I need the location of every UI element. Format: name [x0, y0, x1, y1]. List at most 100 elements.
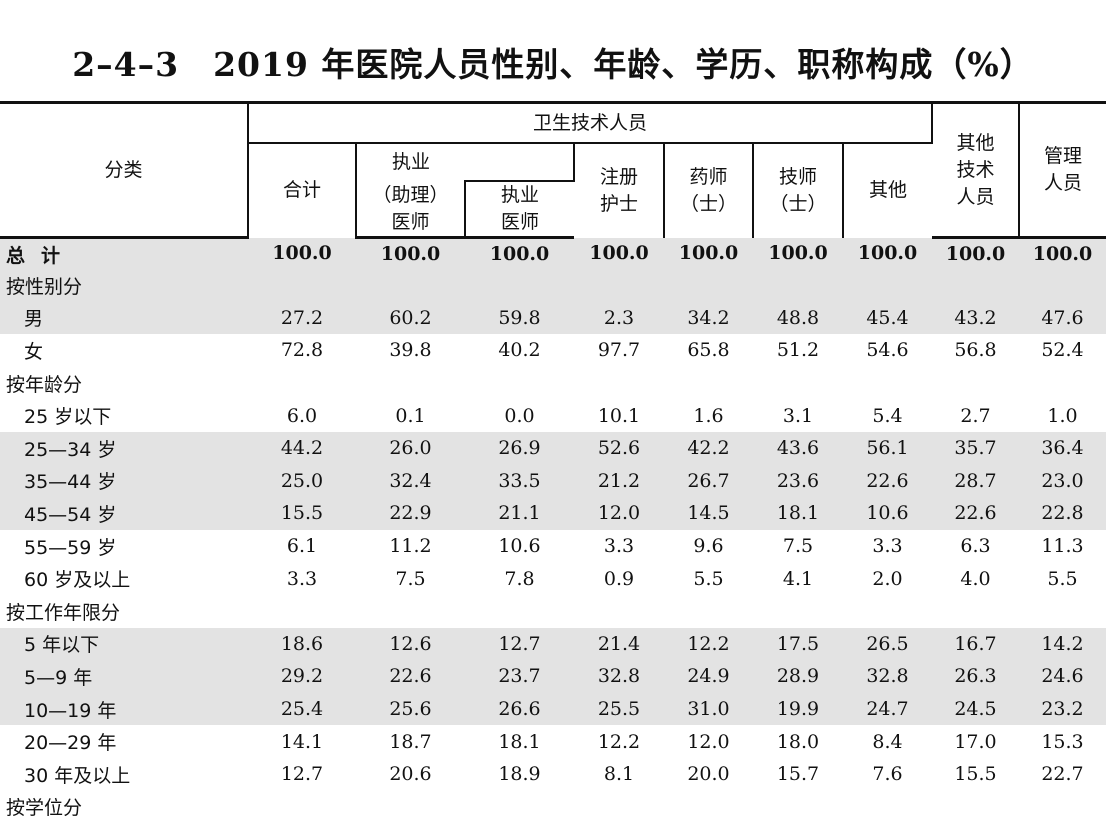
table-cell: [248, 367, 356, 400]
table-cell: 12.7: [248, 758, 356, 791]
table-cell: 72.8: [248, 334, 356, 367]
section-label: 按工作年限分: [0, 595, 248, 628]
table-cell: 25.4: [248, 693, 356, 726]
table-cell: 24.5: [932, 693, 1019, 726]
table-cell: 21.1: [465, 497, 574, 530]
table-cell: 26.3: [932, 660, 1019, 693]
header-other-tech-line2: 技术: [933, 157, 1018, 184]
row-label: 20—29 年: [0, 725, 248, 758]
header-total: 合计: [248, 143, 356, 238]
table-cell: 2.7: [932, 399, 1019, 432]
table-cell: [753, 595, 843, 628]
table-cell: 100.0: [932, 238, 1019, 270]
header-licensed-asst-line3: 医师: [357, 209, 464, 236]
header-mgmt-line1: 管理: [1020, 143, 1106, 170]
table-cell: 52.4: [1019, 334, 1106, 367]
table-cell: 18.0: [753, 725, 843, 758]
table-cell: 12.2: [664, 628, 753, 661]
table-cell: 51.2: [753, 334, 843, 367]
table-cell: 1.6: [664, 399, 753, 432]
table-cell: 29.2: [248, 660, 356, 693]
header-mgmt-line2: 人员: [1020, 170, 1106, 197]
table-cell: 22.6: [356, 660, 465, 693]
header-technician: 技师 （士）: [753, 143, 843, 238]
table-cell: 5.5: [1019, 562, 1106, 595]
table-cell: 35.7: [932, 432, 1019, 465]
table-cell: [664, 791, 753, 823]
table-cell: 15.5: [932, 758, 1019, 791]
table-section-row: 按年龄分: [0, 367, 1106, 400]
table-cell: [843, 791, 932, 823]
table-cell: 48.8: [753, 302, 843, 335]
header-health-tech-staff: 卫生技术人员: [248, 103, 932, 144]
table-section-row: 按工作年限分: [0, 595, 1106, 628]
row-label: 60 岁及以上: [0, 562, 248, 595]
table-cell: 54.6: [843, 334, 932, 367]
table-cell: 6.0: [248, 399, 356, 432]
header-licensed-asst-line2: （助理）: [357, 182, 464, 209]
table-header: 分类 卫生技术人员 其他 技术 人员 管理 人员 合计 执业 注册 护士 药师: [0, 103, 1106, 238]
table-cell: 28.9: [753, 660, 843, 693]
section-label: 按年龄分: [0, 367, 248, 400]
header-licensed-doc-line2: 医师: [466, 209, 574, 236]
table-cell: 100.0: [1019, 238, 1106, 270]
table-cell: 42.2: [664, 432, 753, 465]
header-licensed-doc-line1: 执业: [466, 182, 574, 209]
table-cell: 0.0: [465, 399, 574, 432]
table-cell: 3.3: [574, 530, 664, 563]
header-management-staff: 管理 人员: [1019, 103, 1106, 238]
table-cell: 3.3: [843, 530, 932, 563]
row-label: 30 年及以上: [0, 758, 248, 791]
row-label: 5—9 年: [0, 660, 248, 693]
table-cell: 26.6: [465, 693, 574, 726]
table-cell: [574, 269, 664, 302]
table-cell: 14.2: [1019, 628, 1106, 661]
table-cell: [932, 595, 1019, 628]
table-cell: 31.0: [664, 693, 753, 726]
table-cell: 22.6: [932, 497, 1019, 530]
table-cell: 7.8: [465, 562, 574, 595]
table-cell: 15.5: [248, 497, 356, 530]
table-cell: [843, 367, 932, 400]
table-cell: 9.6: [664, 530, 753, 563]
header-nurse-line2: 护士: [575, 191, 663, 218]
table-cell: [574, 367, 664, 400]
header-category: 分类: [0, 103, 248, 238]
table-cell: 39.8: [356, 334, 465, 367]
table-cell: 14.1: [248, 725, 356, 758]
table-cell: 17.5: [753, 628, 843, 661]
table-cell: 18.7: [356, 725, 465, 758]
header-licensed-asst-line1: 执业: [357, 149, 465, 176]
table-cell: 43.2: [932, 302, 1019, 335]
table-cell: 12.0: [664, 725, 753, 758]
table-cell: 22.7: [1019, 758, 1106, 791]
table-cell: 10.6: [465, 530, 574, 563]
table-cell: [932, 269, 1019, 302]
table-cell: 59.8: [465, 302, 574, 335]
table-cell: [1019, 367, 1106, 400]
statistics-table: 分类 卫生技术人员 其他 技术 人员 管理 人员 合计 执业 注册 护士 药师: [0, 101, 1106, 823]
table-cell: 23.2: [1019, 693, 1106, 726]
table-cell: 52.6: [574, 432, 664, 465]
table-cell: 26.0: [356, 432, 465, 465]
table-cell: 22.8: [1019, 497, 1106, 530]
table-cell: 0.9: [574, 562, 664, 595]
table-cell: 44.2: [248, 432, 356, 465]
table-cell: 40.2: [465, 334, 574, 367]
table-cell: 2.0: [843, 562, 932, 595]
header-other-tech-line3: 人员: [933, 184, 1018, 211]
table-cell: [664, 269, 753, 302]
table-cell: 28.7: [932, 465, 1019, 498]
table-cell: 100.0: [465, 238, 574, 270]
table-cell: [465, 791, 574, 823]
table-cell: [753, 269, 843, 302]
table-cell: [248, 269, 356, 302]
table-cell: 18.1: [465, 725, 574, 758]
table-cell: 100.0: [664, 238, 753, 270]
